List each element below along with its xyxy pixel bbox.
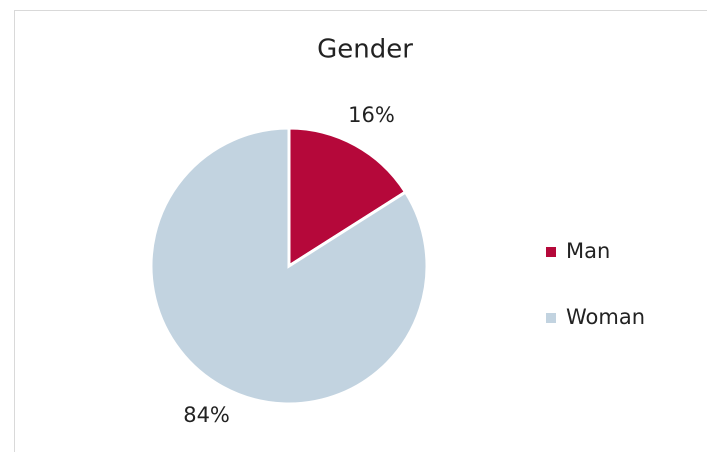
legend-swatch: [546, 247, 556, 257]
data-label: 16%: [348, 103, 395, 127]
data-label: 84%: [183, 403, 230, 427]
legend-label: Woman: [566, 305, 645, 329]
pie-slice: [287, 126, 408, 269]
legend-swatch: [546, 313, 556, 323]
pie-slice: [149, 126, 429, 406]
chart-title: Gender: [317, 35, 413, 65]
legend-label: Man: [566, 239, 610, 263]
